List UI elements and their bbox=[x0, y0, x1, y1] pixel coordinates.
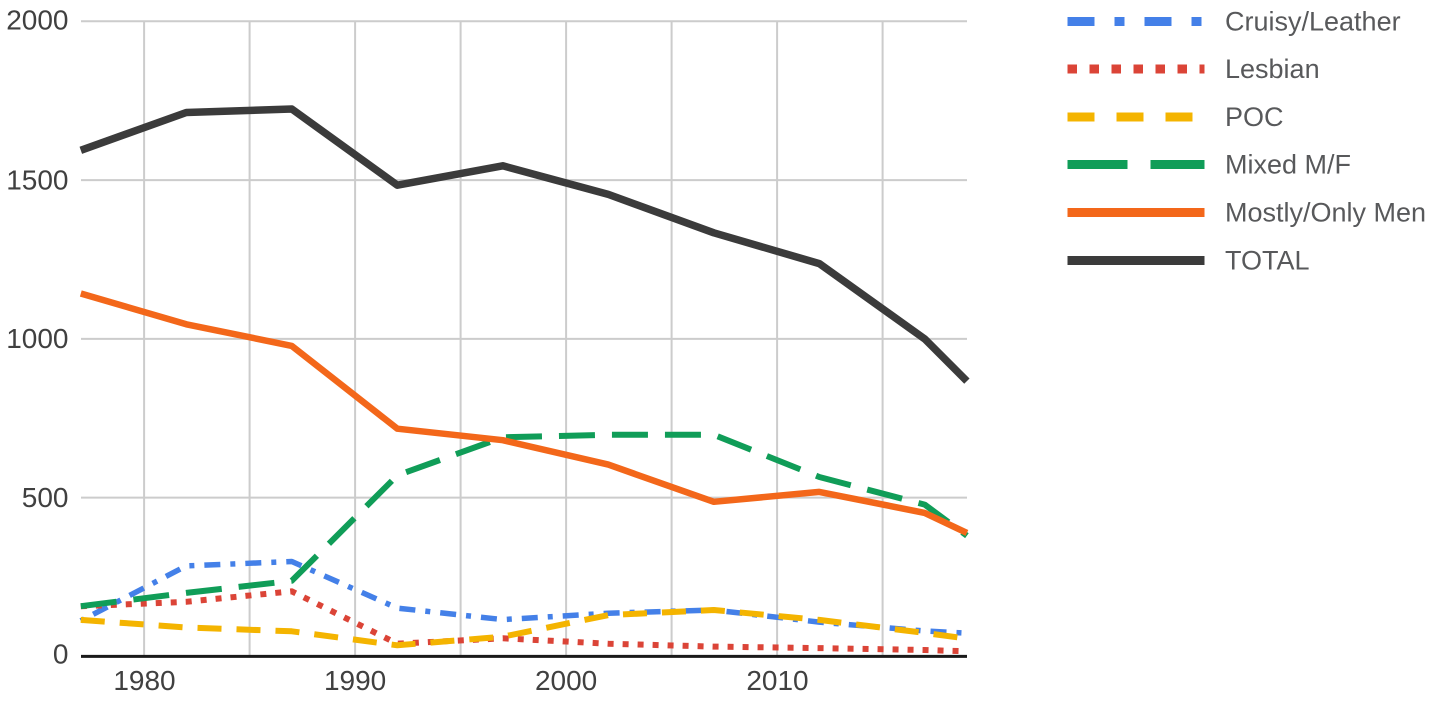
svg-text:Mixed M/F: Mixed M/F bbox=[1225, 150, 1351, 180]
svg-text:2010: 2010 bbox=[746, 665, 808, 696]
svg-text:Mostly/Only Men: Mostly/Only Men bbox=[1225, 198, 1426, 228]
svg-text:0: 0 bbox=[53, 639, 69, 670]
svg-text:Cruisy/Leather: Cruisy/Leather bbox=[1225, 7, 1401, 37]
svg-text:1990: 1990 bbox=[324, 665, 386, 696]
svg-text:2000: 2000 bbox=[6, 5, 68, 36]
svg-text:2000: 2000 bbox=[535, 665, 597, 696]
svg-text:1500: 1500 bbox=[6, 164, 68, 195]
svg-text:1000: 1000 bbox=[6, 323, 68, 354]
svg-text:POC: POC bbox=[1225, 102, 1284, 132]
svg-text:1980: 1980 bbox=[113, 665, 175, 696]
svg-text:TOTAL: TOTAL bbox=[1225, 246, 1310, 276]
svg-text:500: 500 bbox=[22, 482, 69, 513]
svg-text:Lesbian: Lesbian bbox=[1225, 54, 1320, 84]
